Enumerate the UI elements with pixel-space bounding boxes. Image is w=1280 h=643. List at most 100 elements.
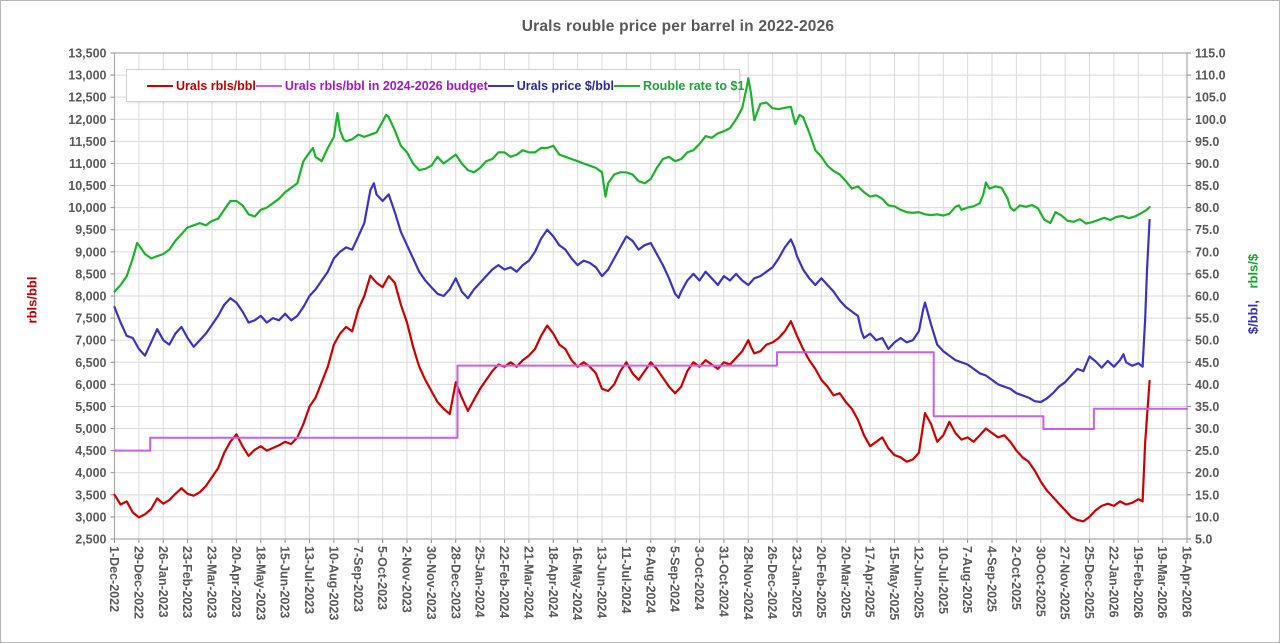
- x-tick-label: 5-Oct-2023: [375, 546, 389, 610]
- left-tick-label: 8,000: [75, 290, 106, 304]
- x-tick-label: 23-Feb-2023: [180, 546, 194, 618]
- left-tick-label: 13,500: [68, 47, 106, 61]
- right-tick-label: 30.0: [1195, 422, 1219, 436]
- left-tick-label: 13,000: [68, 69, 106, 83]
- legend-label-urals-rbls: Urals rbls/bbl: [176, 78, 256, 93]
- left-tick-label: 12,500: [68, 91, 106, 105]
- left-tick-label: 6,000: [75, 378, 106, 392]
- x-tick-label: 25-Dec-2025: [1082, 546, 1096, 619]
- legend-item-urals-rbls: Urals rbls/bbl: [147, 79, 256, 93]
- x-tick-label: 10-Aug-2023: [326, 546, 340, 620]
- right-tick-label: 40.0: [1195, 378, 1219, 392]
- right-tick-label: 20.0: [1195, 466, 1219, 480]
- x-tick-label: 19-Feb-2026: [1131, 546, 1145, 618]
- x-tick-label: 28-Dec-2023: [448, 546, 462, 619]
- x-tick-label: 20-Feb-2025: [814, 546, 828, 618]
- left-tick-label: 10,500: [68, 179, 106, 193]
- x-tick-label: 30-Nov-2023: [424, 546, 438, 620]
- legend-swatch-urals-usd-icon: [487, 84, 514, 87]
- x-tick-label: 10-Jul-2025: [936, 546, 950, 614]
- left-tick-label: 3,500: [75, 488, 106, 502]
- right-tick-label: 80.0: [1195, 201, 1219, 215]
- x-tick-label: 16-Apr-2026: [1180, 546, 1194, 618]
- legend-item-urals-usd: Urals price $/bbl: [487, 78, 615, 93]
- x-tick-label: 1-Dec-2022: [107, 546, 121, 612]
- x-tick-label: 12-Jun-2025: [911, 546, 925, 618]
- x-tick-label: 2-Nov-2023: [400, 546, 414, 613]
- legend-label-rouble-rate: Rouble rate to $1: [643, 78, 745, 93]
- x-tick-label: 27-Nov-2025: [1058, 546, 1072, 620]
- x-tick-label: 3-Oct-2024: [692, 546, 706, 610]
- left-tick-label: 11,000: [69, 157, 107, 171]
- left-tick-label: 9,500: [75, 223, 106, 237]
- right-tick-label: 50.0: [1195, 334, 1219, 348]
- left-tick-label: 4,500: [75, 444, 106, 458]
- x-tick-label: 30-Oct-2025: [1033, 546, 1047, 617]
- x-tick-label: 18-May-2023: [253, 546, 267, 620]
- right-tick-label: 35.0: [1195, 400, 1219, 414]
- legend-swatch-rouble-rate-icon: [614, 84, 641, 87]
- x-tick-label: 28-Nov-2024: [741, 546, 755, 620]
- left-tick-label: 11,500: [69, 135, 107, 149]
- left-tick-label: 4,000: [75, 466, 106, 480]
- right-tick-label: 25.0: [1195, 444, 1219, 458]
- left-tick-label: 7,500: [75, 312, 106, 326]
- legend-item-budget: Urals rbls/bbl in 2024-2026 budget: [255, 79, 488, 93]
- series-line-budget: [113, 351, 1188, 452]
- x-tick-label: 26-Jan-2023: [156, 546, 170, 618]
- x-tick-label: 31-Oct-2024: [716, 546, 730, 617]
- right-tick-label: 75.0: [1195, 223, 1219, 237]
- right-tick-label: 115.0: [1195, 47, 1226, 61]
- x-tick-label: 4-Sep-2025: [985, 546, 999, 612]
- right-tick-label: 105.0: [1195, 91, 1226, 105]
- x-tick-label: 13-Jul-2023: [302, 546, 316, 614]
- chart-title: Urals rouble price per barrel in 2022-20…: [521, 18, 835, 35]
- series-line-urals-usd: [113, 182, 1151, 404]
- right-tick-label: 60.0: [1195, 290, 1219, 304]
- right-tick-label: 10.0: [1195, 510, 1219, 524]
- right-tick-label: 15.0: [1195, 488, 1219, 502]
- left-tick-label: 5,500: [75, 400, 106, 414]
- x-tick-label: 15-May-2025: [887, 546, 901, 620]
- left-tick-label: 7,000: [75, 334, 106, 348]
- right-axis-title-usd: $/bbl,: [1245, 300, 1261, 335]
- x-tick-label: 19-Mar-2026: [1155, 546, 1169, 618]
- series-line-rouble-rate: [113, 77, 1151, 293]
- right-axis-title: $/bbl, rbls/$: [1246, 254, 1261, 334]
- left-tick-label: 8,500: [75, 267, 106, 281]
- x-tick-label: 7-Sep-2023: [351, 546, 365, 612]
- legend-item-rouble-rate: Rouble rate to $1: [614, 79, 744, 93]
- left-tick-label: 9,000: [75, 245, 106, 259]
- right-tick-label: 95.0: [1195, 135, 1219, 149]
- right-tick-label: 5.0: [1195, 533, 1212, 547]
- x-tick-label: 15-Jun-2023: [278, 546, 292, 618]
- left-tick-label: 12,000: [68, 113, 106, 127]
- right-axis-title-rate: rbls/$: [1245, 253, 1261, 289]
- x-tick-label: 26-Dec-2024: [765, 546, 779, 619]
- x-tick-label: 8-Aug-2024: [643, 546, 657, 613]
- left-tick-label: 2,500: [75, 533, 106, 547]
- x-tick-label: 17-Apr-2025: [863, 546, 877, 618]
- left-axis-title: rbls/bbl: [24, 276, 40, 324]
- x-tick-label: 20-Apr-2023: [229, 546, 243, 618]
- legend-label-urals-usd: Urals price $/bbl: [516, 78, 615, 93]
- legend-swatch-budget-icon: [255, 84, 282, 87]
- right-tick-label: 100.0: [1195, 113, 1226, 127]
- x-tick-label: 7-Aug-2025: [960, 546, 974, 613]
- left-tick-label: 10,000: [68, 201, 106, 215]
- x-tick-label: 22-Feb-2024: [497, 546, 511, 618]
- x-tick-label: 2-Oct-2025: [1009, 546, 1023, 610]
- x-tick-label: 5-Sep-2024: [668, 546, 682, 612]
- right-tick-label: 110.0: [1195, 69, 1226, 83]
- left-tick-label: 5,000: [75, 422, 106, 436]
- right-tick-label: 55.0: [1195, 312, 1219, 326]
- x-tick-label: 13-Jun-2024: [595, 546, 609, 618]
- series-line-urals-rbls: [113, 274, 1151, 523]
- right-tick-label: 65.0: [1195, 267, 1219, 281]
- x-tick-label: 18-Apr-2024: [546, 546, 560, 618]
- left-tick-label: 3,000: [75, 510, 106, 524]
- legend: Urals rbls/bbl Urals rbls/bbl in 2024-20…: [126, 69, 744, 102]
- right-tick-label: 70.0: [1195, 245, 1219, 259]
